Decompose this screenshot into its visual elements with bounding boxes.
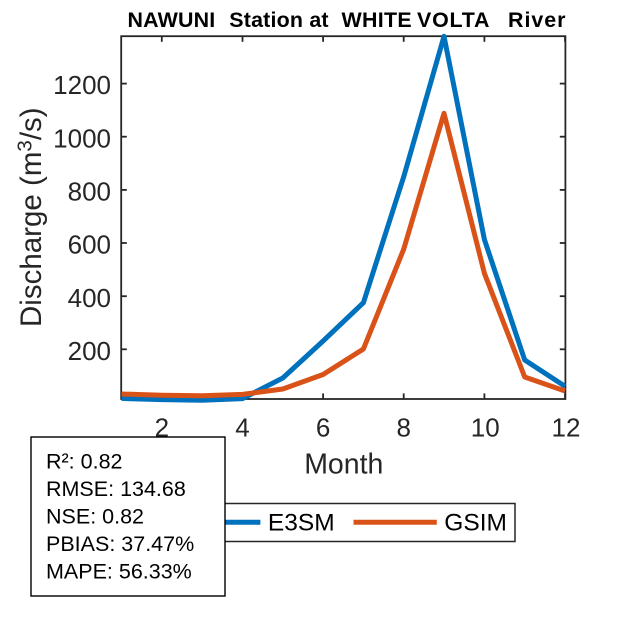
svg-text:600: 600: [68, 230, 111, 260]
svg-text:1200: 1200: [53, 70, 111, 100]
svg-text:RMSE: 134.68: RMSE: 134.68: [46, 477, 186, 501]
svg-text:MAPE: 56.33%: MAPE: 56.33%: [46, 559, 192, 583]
svg-text:400: 400: [68, 283, 111, 313]
svg-text:E3SM: E3SM: [268, 510, 335, 537]
svg-text:8: 8: [396, 413, 410, 443]
svg-text:2: 2: [155, 413, 169, 443]
svg-text:R²: 0.82: R²: 0.82: [46, 449, 122, 473]
svg-text:200: 200: [68, 336, 111, 366]
svg-text:NSE: 0.82: NSE: 0.82: [46, 504, 144, 528]
svg-text:6: 6: [316, 413, 330, 443]
svg-text:Discharge (m3/s): Discharge (m3/s): [14, 107, 49, 327]
svg-text:PBIAS: 37.47%: PBIAS: 37.47%: [46, 532, 194, 556]
svg-text:Month: Month: [304, 449, 383, 481]
svg-text:12: 12: [552, 413, 581, 443]
svg-text:1000: 1000: [53, 123, 111, 153]
svg-text:800: 800: [68, 177, 111, 207]
svg-text:4: 4: [235, 413, 249, 443]
svg-text:GSIM: GSIM: [444, 510, 507, 537]
svg-text:10: 10: [471, 413, 500, 443]
